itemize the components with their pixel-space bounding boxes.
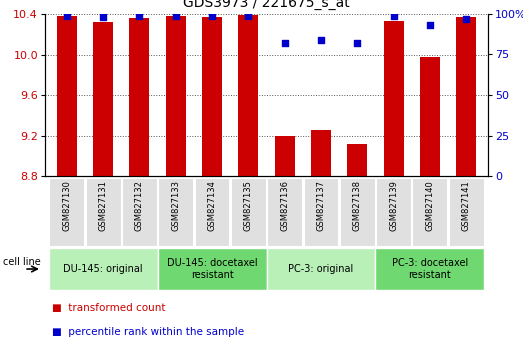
- Bar: [267, 178, 302, 246]
- Bar: [49, 178, 84, 246]
- Bar: [129, 18, 150, 176]
- Text: GSM827130: GSM827130: [62, 180, 71, 231]
- Text: GSM827138: GSM827138: [353, 180, 362, 231]
- Bar: [449, 178, 484, 246]
- Text: cell line: cell line: [3, 257, 40, 267]
- Text: GSM827136: GSM827136: [280, 180, 289, 231]
- Bar: [57, 16, 77, 176]
- Bar: [456, 17, 476, 176]
- Point: [244, 13, 253, 18]
- Bar: [158, 178, 193, 246]
- Bar: [420, 57, 440, 176]
- Bar: [275, 136, 294, 176]
- Bar: [49, 248, 157, 290]
- Text: DU-145: original: DU-145: original: [63, 264, 143, 274]
- Text: PC-3: docetaxel
resistant: PC-3: docetaxel resistant: [392, 258, 468, 280]
- Bar: [157, 248, 267, 290]
- Bar: [376, 248, 484, 290]
- Text: ■  percentile rank within the sample: ■ percentile rank within the sample: [52, 327, 244, 337]
- Bar: [383, 21, 404, 176]
- Text: GSM827135: GSM827135: [244, 180, 253, 231]
- Point: [99, 15, 107, 20]
- Bar: [238, 15, 258, 176]
- Text: ■  transformed count: ■ transformed count: [52, 303, 166, 313]
- Bar: [267, 248, 376, 290]
- Point: [63, 13, 71, 18]
- Bar: [93, 22, 113, 176]
- Text: GSM827134: GSM827134: [208, 180, 217, 231]
- Text: GSM827137: GSM827137: [316, 180, 325, 231]
- Bar: [231, 178, 266, 246]
- Text: PC-3: original: PC-3: original: [288, 264, 354, 274]
- Text: GSM827139: GSM827139: [389, 180, 398, 231]
- Point: [135, 13, 144, 18]
- Point: [390, 13, 398, 18]
- Bar: [166, 16, 186, 176]
- Bar: [376, 178, 411, 246]
- Point: [317, 37, 325, 43]
- Bar: [347, 144, 367, 176]
- Point: [426, 23, 434, 28]
- Point: [208, 13, 216, 18]
- Point: [353, 40, 361, 46]
- Bar: [202, 17, 222, 176]
- Text: GSM827141: GSM827141: [462, 180, 471, 231]
- Text: GSM827132: GSM827132: [135, 180, 144, 231]
- Bar: [195, 178, 230, 246]
- Bar: [303, 178, 338, 246]
- Text: GSM827133: GSM827133: [171, 180, 180, 231]
- Title: GDS3973 / 221675_s_at: GDS3973 / 221675_s_at: [183, 0, 350, 10]
- Point: [172, 13, 180, 18]
- Text: GSM827140: GSM827140: [425, 180, 435, 231]
- Bar: [311, 130, 331, 176]
- Text: DU-145: docetaxel
resistant: DU-145: docetaxel resistant: [167, 258, 257, 280]
- Bar: [86, 178, 120, 246]
- Point: [280, 40, 289, 46]
- Bar: [413, 178, 447, 246]
- Text: GSM827131: GSM827131: [99, 180, 108, 231]
- Bar: [340, 178, 374, 246]
- Bar: [122, 178, 157, 246]
- Point: [462, 16, 470, 22]
